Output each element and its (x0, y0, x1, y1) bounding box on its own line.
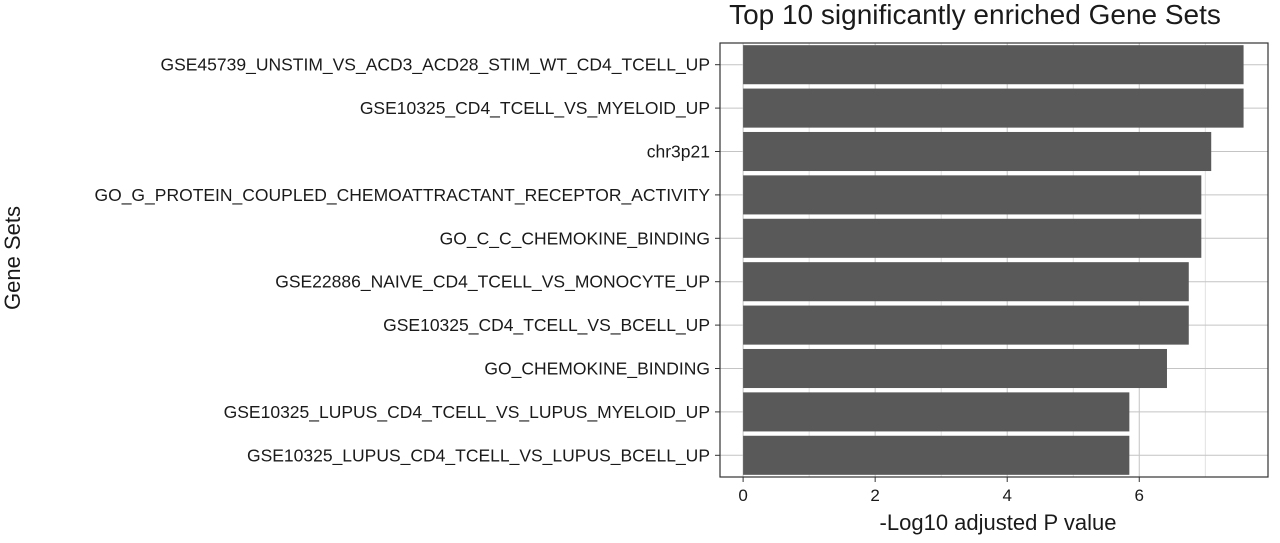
bars (743, 45, 1244, 475)
bar (743, 45, 1244, 85)
plot-panel-border (719, 42, 1269, 478)
x-axis-title: -Log10 adjusted P value (880, 510, 1117, 535)
bar (743, 131, 1212, 172)
x-tick-label: 0 (738, 486, 747, 505)
bar (743, 305, 1189, 345)
category-labels: GSE45739_UNSTIM_VS_ACD3_ACD28_STIM_WT_CD… (94, 55, 710, 467)
category-label: GSE45739_UNSTIM_VS_ACD3_ACD28_STIM_WT_CD… (160, 55, 710, 76)
category-label: GSE10325_CD4_TCELL_VS_BCELL_UP (383, 315, 710, 336)
category-label: GSE22886_NAIVE_CD4_TCELL_VS_MONOCYTE_UP (275, 272, 710, 293)
x-axis-ticks: 0 2 4 6 (715, 64, 1144, 505)
y-axis-title: Gene Sets (0, 206, 25, 310)
category-label: GSE10325_CD4_TCELL_VS_MYELOID_UP (360, 98, 710, 119)
category-label: GSE10325_LUPUS_CD4_TCELL_VS_LUPUS_BCELL_… (247, 445, 710, 466)
x-tick-label: 2 (870, 486, 879, 505)
bar (743, 175, 1202, 215)
category-label: GO_CHEMOKINE_BINDING (484, 359, 710, 380)
chart-title: Top 10 significantly enriched Gene Sets (729, 0, 1221, 30)
category-label: GSE10325_LUPUS_CD4_TCELL_VS_LUPUS_MYELOI… (224, 402, 710, 423)
bar (743, 392, 1130, 432)
category-label: GO_G_PROTEIN_COUPLED_CHEMOATTRACTANT_REC… (94, 185, 710, 206)
bar (743, 348, 1167, 389)
category-label: GO_C_C_CHEMOKINE_BINDING (440, 228, 710, 249)
bar (743, 262, 1189, 302)
bar (743, 218, 1202, 258)
x-tick-label: 4 (1002, 486, 1011, 505)
bar (743, 435, 1130, 475)
x-tick-label: 6 (1135, 486, 1144, 505)
category-label: chr3p21 (647, 142, 710, 162)
bar (743, 88, 1244, 128)
